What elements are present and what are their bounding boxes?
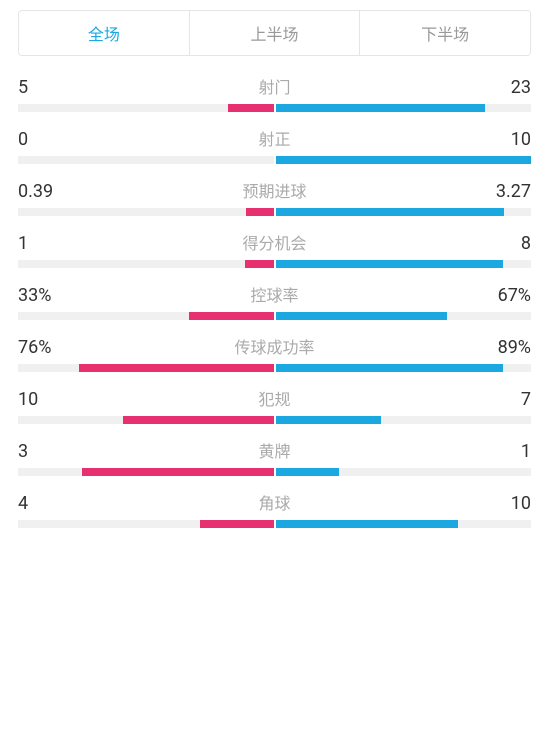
bar-fill-left bbox=[246, 208, 273, 216]
stat-bar bbox=[18, 156, 531, 164]
stat-value-right: 8 bbox=[481, 233, 531, 254]
bar-fill-left bbox=[245, 260, 273, 268]
stat-label: 射门 bbox=[68, 74, 481, 98]
bar-left-half bbox=[18, 312, 274, 320]
stat-label: 预期进球 bbox=[68, 178, 481, 202]
bar-fill-left bbox=[82, 468, 274, 476]
bar-fill-right bbox=[276, 468, 340, 476]
stat-bar bbox=[18, 416, 531, 424]
stat-value-left: 1 bbox=[18, 233, 68, 254]
stat-value-left: 0 bbox=[18, 129, 68, 150]
stat-bar bbox=[18, 520, 531, 528]
tab-first-half[interactable]: 上半场 bbox=[190, 11, 361, 55]
stat-bar bbox=[18, 208, 531, 216]
stat-value-right: 7 bbox=[481, 389, 531, 410]
bar-fill-right bbox=[276, 208, 504, 216]
stat-value-left: 4 bbox=[18, 493, 68, 514]
bar-left-half bbox=[18, 208, 274, 216]
stat-value-left: 0.39 bbox=[18, 181, 68, 202]
stat-label: 犯规 bbox=[68, 386, 481, 410]
stat-label: 传球成功率 bbox=[68, 334, 481, 358]
stat-value-left: 10 bbox=[18, 389, 68, 410]
bar-fill-right bbox=[276, 520, 458, 528]
tab-second-half[interactable]: 下半场 bbox=[360, 11, 530, 55]
bar-left-half bbox=[18, 416, 274, 424]
bar-left-half bbox=[18, 260, 274, 268]
stat-row: 0.39预期进球3.27 bbox=[18, 178, 531, 216]
stat-bar bbox=[18, 260, 531, 268]
bar-right-half bbox=[276, 260, 532, 268]
match-period-tabs: 全场 上半场 下半场 bbox=[18, 10, 531, 56]
stat-value-right: 23 bbox=[481, 77, 531, 98]
bar-right-half bbox=[276, 416, 532, 424]
stat-value-right: 89% bbox=[481, 337, 531, 358]
tab-full-match[interactable]: 全场 bbox=[19, 11, 190, 55]
stat-row: 4角球10 bbox=[18, 490, 531, 528]
bar-fill-right bbox=[276, 104, 486, 112]
stat-header: 4角球10 bbox=[18, 490, 531, 514]
stat-value-left: 5 bbox=[18, 77, 68, 98]
bar-left-half bbox=[18, 468, 274, 476]
stat-row: 5射门23 bbox=[18, 74, 531, 112]
stat-row: 33%控球率67% bbox=[18, 282, 531, 320]
stat-bar bbox=[18, 312, 531, 320]
bar-right-half bbox=[276, 520, 532, 528]
stat-row: 76%传球成功率89% bbox=[18, 334, 531, 372]
stat-value-left: 33% bbox=[18, 285, 68, 306]
stat-label: 控球率 bbox=[68, 282, 481, 306]
bar-right-half bbox=[276, 468, 532, 476]
stat-header: 10犯规7 bbox=[18, 386, 531, 410]
stat-header: 0.39预期进球3.27 bbox=[18, 178, 531, 202]
stat-value-left: 3 bbox=[18, 441, 68, 462]
bar-fill-right bbox=[276, 312, 447, 320]
bar-fill-right bbox=[276, 364, 503, 372]
stat-row: 3黄牌1 bbox=[18, 438, 531, 476]
bar-left-half bbox=[18, 156, 274, 164]
bar-fill-right bbox=[276, 156, 532, 164]
stat-label: 黄牌 bbox=[68, 438, 481, 462]
stat-header: 5射门23 bbox=[18, 74, 531, 98]
stat-bar bbox=[18, 468, 531, 476]
bar-right-half bbox=[276, 156, 532, 164]
stat-value-right: 10 bbox=[481, 493, 531, 514]
stat-header: 1得分机会8 bbox=[18, 230, 531, 254]
stat-header: 3黄牌1 bbox=[18, 438, 531, 462]
stat-header: 76%传球成功率89% bbox=[18, 334, 531, 358]
bar-right-half bbox=[276, 364, 532, 372]
stat-label: 得分机会 bbox=[68, 230, 481, 254]
stat-value-right: 1 bbox=[481, 441, 531, 462]
bar-fill-left bbox=[228, 104, 274, 112]
bar-fill-left bbox=[79, 364, 273, 372]
bar-fill-right bbox=[276, 416, 381, 424]
stat-value-right: 10 bbox=[481, 129, 531, 150]
stat-value-right: 3.27 bbox=[481, 181, 531, 202]
bar-fill-left bbox=[189, 312, 273, 320]
bar-left-half bbox=[18, 520, 274, 528]
bar-right-half bbox=[276, 312, 532, 320]
stat-label: 角球 bbox=[68, 490, 481, 514]
stat-value-right: 67% bbox=[481, 285, 531, 306]
bar-right-half bbox=[276, 104, 532, 112]
stat-row: 10犯规7 bbox=[18, 386, 531, 424]
stats-list: 5射门230射正100.39预期进球3.271得分机会833%控球率67%76%… bbox=[18, 74, 531, 528]
bar-fill-right bbox=[276, 260, 503, 268]
stat-header: 0射正10 bbox=[18, 126, 531, 150]
bar-fill-left bbox=[200, 520, 273, 528]
stat-value-left: 76% bbox=[18, 337, 68, 358]
stat-label: 射正 bbox=[68, 126, 481, 150]
stat-bar bbox=[18, 364, 531, 372]
stat-bar bbox=[18, 104, 531, 112]
stat-row: 0射正10 bbox=[18, 126, 531, 164]
stat-row: 1得分机会8 bbox=[18, 230, 531, 268]
bar-left-half bbox=[18, 104, 274, 112]
bar-fill-left bbox=[123, 416, 273, 424]
bar-right-half bbox=[276, 208, 532, 216]
bar-left-half bbox=[18, 364, 274, 372]
stat-header: 33%控球率67% bbox=[18, 282, 531, 306]
